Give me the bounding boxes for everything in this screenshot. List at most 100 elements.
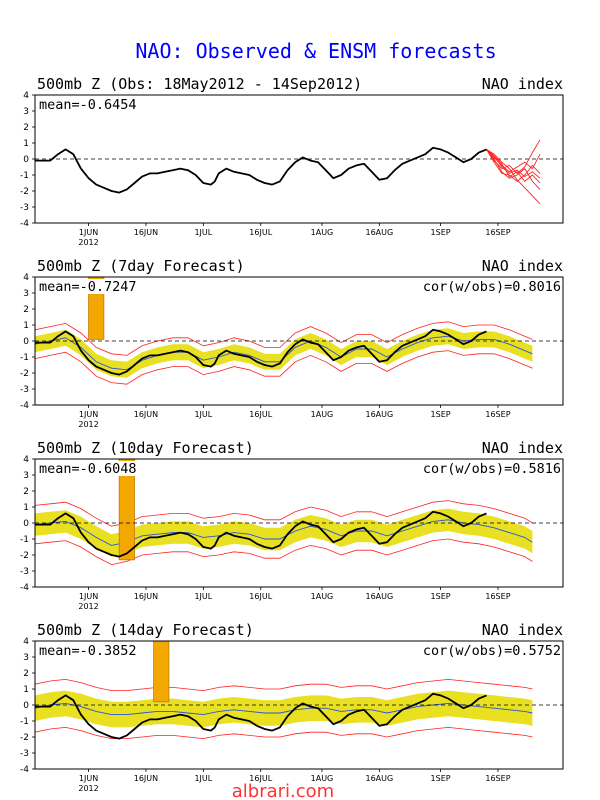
y-tick-label: 4	[23, 637, 29, 647]
x-tick-label: 1JUN	[79, 410, 98, 419]
y-tick-label: 3	[23, 653, 29, 663]
panel-right-label: NAO index	[482, 621, 563, 639]
x-tick-label: 1SEP	[431, 774, 451, 783]
observed-line	[35, 510, 487, 558]
x-year-label: 2012	[78, 602, 98, 611]
y-tick-label: 1	[23, 321, 29, 331]
x-tick-label: 1AUG	[311, 774, 334, 783]
y-tick-label: -3	[20, 749, 29, 759]
x-tick-label: 16SEP	[485, 410, 510, 419]
x-tick-label: 1JUN	[79, 228, 98, 237]
forecast-spike-bar	[153, 640, 170, 703]
x-tick-label: 16SEP	[485, 592, 510, 601]
y-tick-label: 3	[23, 107, 29, 117]
y-tick-label: -1	[20, 353, 29, 363]
stat-left-bg	[38, 97, 150, 112]
stat-right-bg	[407, 643, 561, 658]
x-tick-label: 16AUG	[365, 228, 393, 237]
y-tick-label: -3	[20, 567, 29, 577]
ensemble-lower-line	[34, 538, 533, 566]
x-tick-label: 1JUN	[79, 592, 98, 601]
panel-3: 500mb Z (10day Forecast) NAO index mean=-0…	[20, 439, 564, 611]
x-tick-label: 1JUL	[194, 592, 212, 601]
x-tick-label: 16JUN	[134, 410, 158, 419]
y-tick-label: 2	[23, 669, 29, 679]
y-tick-label: -1	[20, 535, 29, 545]
x-tick-label: 16JUN	[134, 228, 158, 237]
ensemble-lower-line	[34, 350, 533, 385]
ensemble-member-line	[486, 149, 541, 182]
correlation-label: cor(w/obs)=0.5752	[423, 643, 561, 659]
observed-line	[35, 146, 487, 194]
panel-title: 500mb Z (10day Forecast)	[37, 439, 254, 457]
y-tick-label: -2	[20, 551, 29, 561]
panels: 500mb Z (Obs: 18May2012 - 14Sep2012) NAO …	[20, 75, 564, 793]
y-tick-label: -2	[20, 733, 29, 743]
y-tick-label: -1	[20, 171, 29, 181]
x-tick-label: 1JUN	[79, 774, 98, 783]
y-tick-label: -3	[20, 385, 29, 395]
panel-title: 500mb Z (14day Forecast)	[37, 621, 254, 639]
y-tick-label: -2	[20, 187, 29, 197]
y-tick-label: -3	[20, 203, 29, 213]
panel-2: 500mb Z (7day Forecast) NAO index mean=-0.…	[20, 257, 564, 429]
x-tick-label: 16AUG	[365, 592, 393, 601]
x-tick-label: 16AUG	[365, 774, 393, 783]
x-tick-label: 16JUL	[249, 774, 272, 783]
mean-label: mean=-0.7247	[39, 279, 137, 295]
x-year-label: 2012	[78, 784, 98, 793]
x-tick-label: 16JUL	[249, 410, 272, 419]
y-tick-label: 0	[23, 337, 29, 347]
x-tick-label: 1SEP	[431, 410, 451, 419]
y-tick-label: 0	[23, 519, 29, 529]
x-tick-label: 1AUG	[311, 228, 334, 237]
x-tick-label: 16JUN	[134, 592, 158, 601]
panel-4: 500mb Z (14day Forecast) NAO index mean=-0…	[20, 621, 564, 793]
mean-label: mean=-0.6454	[39, 97, 137, 113]
y-tick-label: 0	[23, 155, 29, 165]
panel-title: 500mb Z (7day Forecast)	[37, 257, 245, 275]
x-tick-label: 16JUL	[249, 228, 272, 237]
x-tick-label: 1SEP	[431, 592, 451, 601]
figure-title: NAO: Observed & ENSM forecasts	[135, 39, 496, 63]
watermark: albrari.com	[232, 781, 334, 800]
ensemble-upper-line	[34, 321, 533, 356]
x-tick-label: 1JUL	[194, 774, 212, 783]
observed-line	[35, 328, 487, 376]
x-tick-label: 1JUL	[194, 228, 212, 237]
y-tick-label: 4	[23, 455, 29, 465]
y-tick-label: 1	[23, 503, 29, 513]
y-tick-label: 4	[23, 273, 29, 283]
y-tick-label: -4	[20, 583, 29, 593]
y-tick-label: 3	[23, 289, 29, 299]
correlation-label: cor(w/obs)=0.5816	[423, 461, 561, 477]
y-tick-label: -1	[20, 717, 29, 727]
panel-right-label: NAO index	[482, 75, 563, 93]
x-tick-label: 1JUL	[194, 410, 212, 419]
ensemble-member-line	[486, 149, 541, 190]
y-tick-label: 3	[23, 471, 29, 481]
panel-title: 500mb Z (Obs: 18May2012 - 14Sep2012)	[37, 75, 362, 93]
y-tick-label: -4	[20, 219, 29, 229]
ensemble-member-line	[486, 149, 541, 184]
y-tick-label: 1	[23, 139, 29, 149]
panel-right-label: NAO index	[482, 439, 563, 457]
x-tick-label: 16JUN	[134, 774, 158, 783]
observed-line	[35, 692, 487, 740]
ensemble-upper-line	[34, 678, 533, 692]
y-tick-label: 1	[23, 685, 29, 695]
x-tick-label: 16AUG	[365, 410, 393, 419]
x-tick-label: 1AUG	[311, 410, 334, 419]
x-tick-label: 16SEP	[485, 228, 510, 237]
stat-right-bg	[407, 279, 561, 294]
x-tick-label: 16JUL	[249, 592, 272, 601]
stat-left-bg	[38, 279, 150, 294]
correlation-label: cor(w/obs)=0.8016	[423, 279, 561, 295]
x-year-label: 2012	[78, 420, 98, 429]
mean-label: mean=-0.6048	[39, 461, 137, 477]
stat-left-bg	[38, 643, 150, 658]
y-tick-label: -4	[20, 765, 29, 775]
spread-band	[35, 508, 533, 557]
y-tick-label: -4	[20, 401, 29, 411]
